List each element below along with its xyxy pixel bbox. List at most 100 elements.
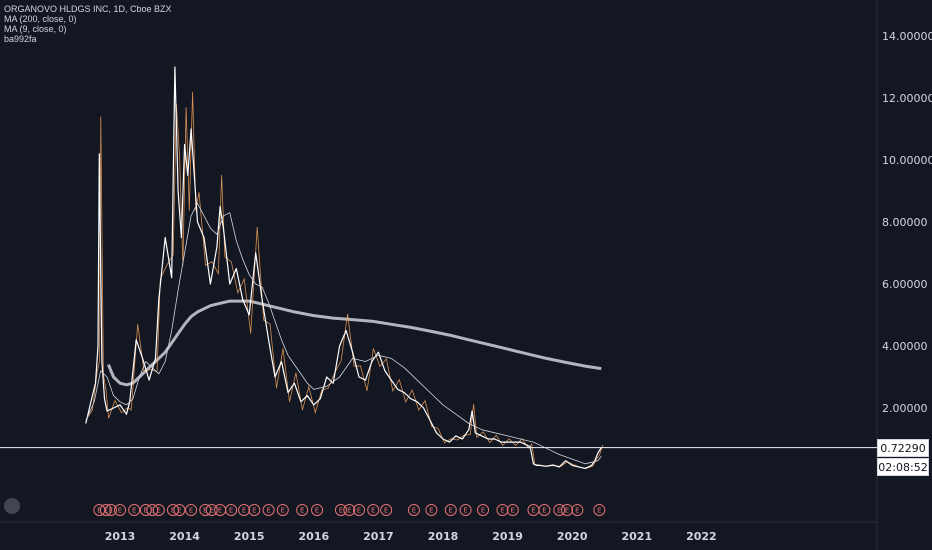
y-tick-label: 12.00000 bbox=[882, 92, 932, 105]
earnings-marker-label: E bbox=[412, 507, 416, 515]
earnings-marker-circle bbox=[506, 504, 519, 516]
earnings-marker-label: E bbox=[357, 507, 361, 515]
earnings-marker-circle bbox=[353, 504, 366, 516]
earnings-marker-label: E bbox=[157, 507, 161, 515]
earnings-marker[interactable]: E bbox=[444, 504, 457, 516]
earnings-marker-label: E bbox=[575, 507, 579, 515]
earnings-marker[interactable]: E bbox=[593, 504, 606, 516]
earnings-marker-label: E bbox=[531, 507, 535, 515]
earnings-marker[interactable]: E bbox=[173, 504, 186, 516]
earnings-marker[interactable]: E bbox=[459, 504, 472, 516]
earnings-marker-label: E bbox=[315, 507, 319, 515]
earnings-marker-circle bbox=[343, 504, 356, 516]
earnings-marker[interactable]: E bbox=[296, 504, 309, 516]
earnings-marker-circle bbox=[459, 504, 472, 516]
earnings-marker[interactable]: E bbox=[571, 504, 584, 516]
earnings-marker[interactable]: E bbox=[496, 504, 509, 516]
earnings-marker[interactable]: E bbox=[425, 504, 438, 516]
earnings-marker[interactable]: E bbox=[238, 504, 251, 516]
earnings-marker[interactable]: E bbox=[380, 504, 393, 516]
earnings-marker-circle bbox=[248, 504, 261, 516]
earnings-marker-label: E bbox=[429, 507, 433, 515]
symbol-title[interactable]: ORGANOVO HLDGS INC, 1D, Cboe BZX bbox=[4, 4, 172, 14]
earnings-marker-label: E bbox=[144, 507, 148, 515]
earnings-marker-label: E bbox=[371, 507, 375, 515]
earnings-marker[interactable]: E bbox=[248, 504, 261, 516]
earnings-marker[interactable]: E bbox=[343, 504, 356, 516]
y-tick-label: 14.00000 bbox=[882, 30, 932, 43]
earnings-marker-circle bbox=[166, 504, 179, 516]
earnings-marker-circle bbox=[296, 504, 309, 516]
earnings-marker-circle bbox=[225, 504, 238, 516]
earnings-marker-circle bbox=[276, 504, 289, 516]
x-tick-label: 2018 bbox=[428, 530, 459, 543]
earnings-marker[interactable]: E bbox=[205, 504, 218, 516]
earnings-marker[interactable]: E bbox=[199, 504, 212, 516]
y-tick-label: 4.00000 bbox=[882, 340, 928, 353]
earnings-marker-label: E bbox=[118, 507, 122, 515]
price-series-line bbox=[85, 66, 602, 469]
x-tick-label: 2017 bbox=[363, 530, 394, 543]
earnings-marker[interactable]: E bbox=[114, 504, 126, 516]
earnings-marker[interactable]: E bbox=[185, 504, 198, 516]
earnings-marker[interactable]: E bbox=[152, 504, 165, 516]
earnings-marker-label: E bbox=[132, 507, 136, 515]
earnings-marker[interactable]: E bbox=[353, 504, 366, 516]
earnings-marker-label: E bbox=[281, 507, 285, 515]
indicator-legend[interactable]: ba992fa bbox=[4, 34, 37, 44]
earnings-marker[interactable]: E bbox=[506, 504, 519, 516]
earnings-marker-circle bbox=[93, 504, 106, 516]
x-tick-label: 2015 bbox=[234, 530, 265, 543]
earnings-marker-label: E bbox=[384, 507, 388, 515]
earnings-marker-label: E bbox=[218, 507, 222, 515]
ma9-series-line bbox=[85, 203, 602, 465]
earnings-marker-circle bbox=[173, 504, 186, 516]
earnings-marker-circle bbox=[593, 504, 606, 516]
earnings-marker-label: E bbox=[252, 507, 256, 515]
chart-legend: ORGANOVO HLDGS INC, 1D, Cboe BZX MA (200… bbox=[4, 4, 172, 44]
earnings-marker[interactable]: E bbox=[146, 504, 159, 516]
tradingview-logo-icon[interactable] bbox=[4, 498, 20, 514]
x-tick-label: 2022 bbox=[686, 530, 717, 543]
earnings-marker-label: E bbox=[229, 507, 233, 515]
earnings-marker[interactable]: E bbox=[561, 504, 574, 516]
earnings-marker[interactable]: E bbox=[538, 504, 551, 516]
earnings-marker-label: E bbox=[189, 507, 193, 515]
earnings-marker[interactable]: E bbox=[166, 504, 179, 516]
earnings-marker-circle bbox=[496, 504, 509, 516]
earnings-marker[interactable]: E bbox=[128, 504, 141, 516]
earnings-marker[interactable]: E bbox=[367, 504, 380, 516]
earnings-marker-label: E bbox=[171, 507, 175, 515]
earnings-marker[interactable]: E bbox=[139, 504, 152, 516]
earnings-marker-label: E bbox=[339, 507, 343, 515]
earnings-marker-circle bbox=[238, 504, 251, 516]
earnings-marker[interactable]: E bbox=[276, 504, 289, 516]
y-tick-label: 8.00000 bbox=[882, 216, 928, 229]
earnings-marker-label: E bbox=[565, 507, 569, 515]
earnings-marker[interactable]: E bbox=[225, 504, 238, 516]
earnings-marker-circle bbox=[152, 504, 165, 516]
earnings-marker[interactable]: E bbox=[104, 504, 117, 516]
earnings-marker[interactable]: E bbox=[553, 504, 566, 516]
earnings-marker[interactable]: E bbox=[407, 504, 420, 516]
earnings-marker-circle bbox=[477, 504, 490, 516]
earnings-marker-circle bbox=[311, 504, 324, 516]
earnings-marker[interactable]: E bbox=[93, 504, 106, 516]
earnings-marker-circle bbox=[262, 504, 275, 516]
earnings-marker-label: E bbox=[481, 507, 485, 515]
series-layer bbox=[85, 66, 604, 469]
earnings-marker[interactable]: E bbox=[334, 504, 347, 516]
earnings-marker[interactable]: E bbox=[477, 504, 490, 516]
earnings-marker-label: E bbox=[597, 507, 601, 515]
earnings-marker-circle bbox=[205, 504, 218, 516]
earnings-marker[interactable]: E bbox=[311, 504, 324, 516]
earnings-marker-label: E bbox=[210, 507, 214, 515]
earnings-marker-circle bbox=[407, 504, 420, 516]
ma200-legend[interactable]: MA (200, close, 0) bbox=[4, 14, 77, 24]
ma9-legend[interactable]: MA (9, close, 0) bbox=[4, 24, 67, 34]
earnings-marker[interactable]: E bbox=[262, 504, 275, 516]
x-tick-label: 2021 bbox=[621, 530, 652, 543]
earnings-marker-label: E bbox=[266, 507, 270, 515]
